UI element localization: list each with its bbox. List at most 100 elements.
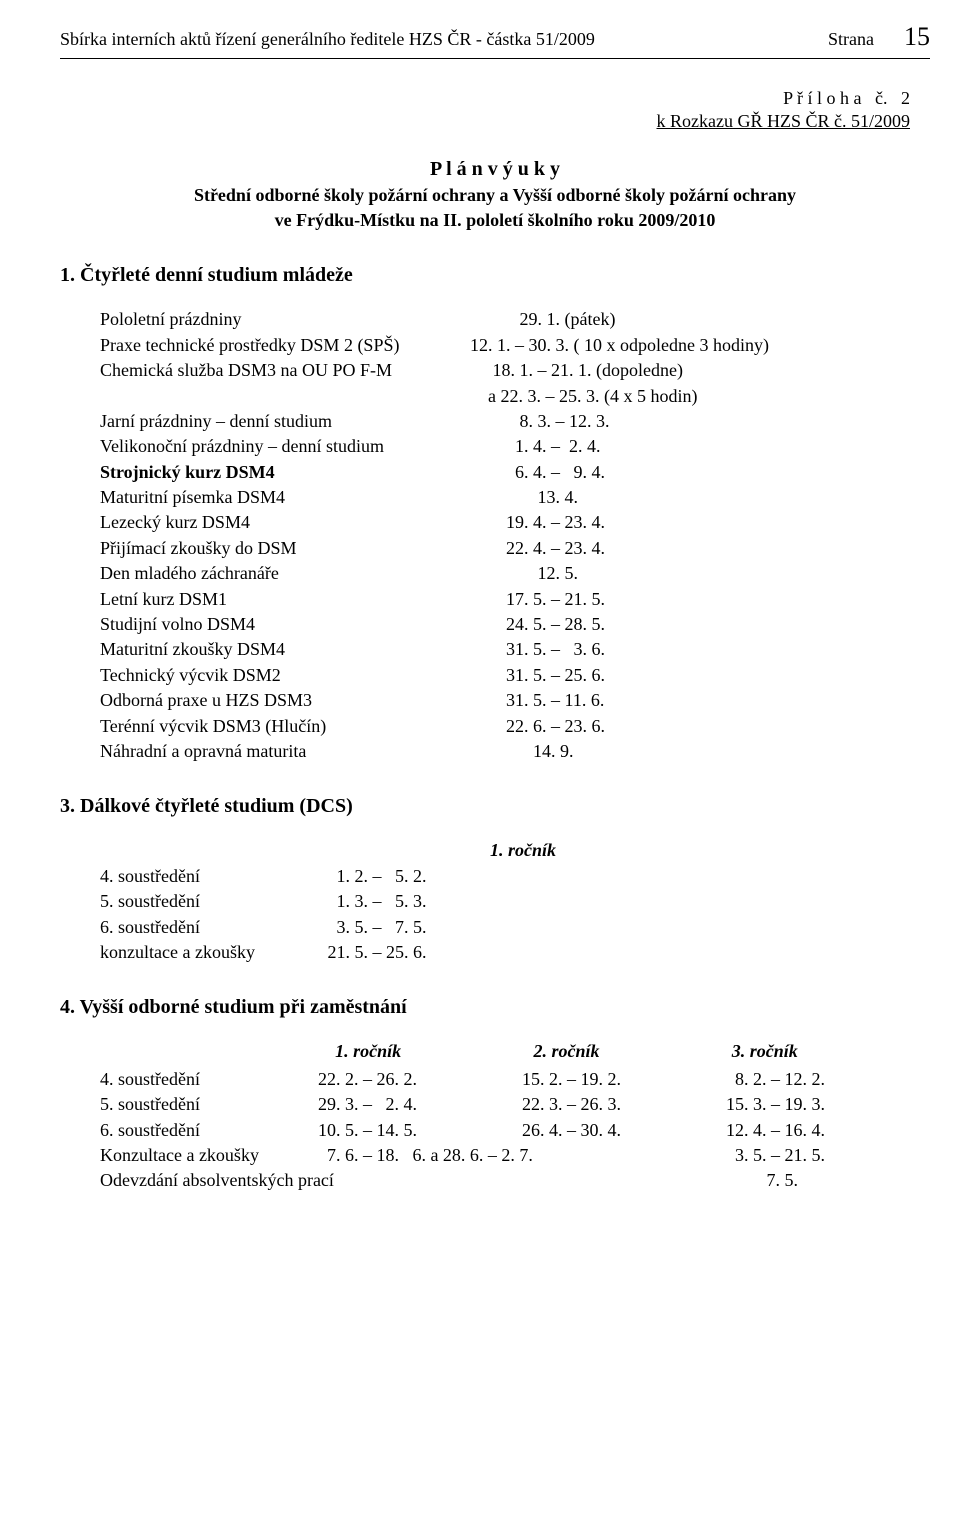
page: Sbírka interních aktů řízení generálního… [0,0,960,1527]
row-label: 6. soustředění [100,1119,318,1142]
th-col3: 3. ročník [732,1040,930,1063]
th-col2: 2. ročník [533,1040,731,1063]
list-item: Den mladého záchranáře 12. 5. [100,562,930,585]
item-label: Maturitní zkoušky DSM4 [100,638,470,661]
cell: 15. 3. – 19. 3. [726,1093,930,1116]
item-label: Chemická služba DSM3 na OU PO F-M [100,359,470,382]
section3-semester: 1. ročník [490,839,930,862]
item-value: 18. 1. – 21. 1. (dopoledne) [470,359,930,382]
list-item: Chemická služba DSM3 na OU PO F-M 18. 1.… [100,359,930,382]
item-value: 22. 6. – 23. 6. [470,715,930,738]
page-number: 15 [904,20,930,54]
item-label: Den mladého záchranáře [100,562,470,585]
item-value: 31. 5. – 3. 6. [470,638,930,661]
list-item: 5. soustředění 1. 3. – 5. 3. [100,890,930,913]
item-label: Studijní volno DSM4 [100,613,470,636]
annex-block: P ř í l o h a č. 2 k Rozkazu GŘ HZS ČR č… [60,87,910,134]
list-item: 6. soustředění 3. 5. – 7. 5. [100,916,930,939]
plan-title: P l á n v ý u k y [60,156,930,182]
item-value: 1. 4. – 2. 4. [470,435,930,458]
cell: 22. 3. – 26. 3. [522,1093,726,1116]
cell: 15. 2. – 19. 2. [522,1068,726,1091]
list-item: 4. soustředění 1. 2. – 5. 2. [100,865,930,888]
title-block: P l á n v ý u k y Střední odborné školy … [60,156,930,233]
item-label: Přijímací zkoušky do DSM [100,537,470,560]
list-item: Letní kurz DSM1 17. 5. – 21. 5. [100,588,930,611]
table-header-row: 1. ročník 2. ročník 3. ročník [100,1040,930,1063]
item-label: Terénní výcvik DSM3 (Hlučín) [100,715,470,738]
cell: 29. 3. – 2. 4. [318,1093,522,1116]
item-label: Pololetní prázdniny [100,308,470,331]
cell: 12. 4. – 16. 4. [726,1119,930,1142]
item-label: 5. soustředění [100,890,305,913]
title-line2: ve Frýdku-Místku na II. pololetí školníh… [60,209,930,232]
th-col1: 1. ročník [335,1040,533,1063]
table-row: 5. soustředění 29. 3. – 2. 4. 22. 3. – 2… [100,1093,930,1116]
item-label: Náhradní a opravná maturita [100,740,470,763]
item-value: 21. 5. – 25. 6. [305,941,930,964]
list-item: Maturitní písemka DSM4 13. 4. [100,486,930,509]
header-left: Sbírka interních aktů řízení generálního… [60,28,828,51]
list-item: Technický výcvik DSM2 31. 5. – 25. 6. [100,664,930,687]
list-item: konzultace a zkoušky 21. 5. – 25. 6. [100,941,930,964]
item-value: 12. 5. [470,562,930,585]
item-label: Maturitní písemka DSM4 [100,486,470,509]
item-value: 31. 5. – 11. 6. [470,689,930,712]
annex-line1: P ř í l o h a č. 2 [60,87,910,110]
item-label: 6. soustředění [100,916,305,939]
item-value: 3. 5. – 7. 5. [305,916,930,939]
list-item: Terénní výcvik DSM3 (Hlučín) 22. 6. – 23… [100,715,930,738]
list-item: Praxe technické prostředky DSM 2 (SPŠ)12… [100,334,930,357]
running-header: Sbírka interních aktů řízení generálního… [60,20,930,54]
header-rule [60,58,930,59]
annex-line2: k Rozkazu GŘ HZS ČR č. 51/2009 [60,110,910,133]
item-value: 17. 5. – 21. 5. [470,588,930,611]
cell: 8. 2. – 12. 2. [726,1068,930,1091]
list-item: Strojnický kurz DSM4 6. 4. – 9. 4. [100,461,930,484]
item-label: Strojnický kurz DSM4 [100,461,470,484]
table-row: Odevzdání absolventských prací 7. 5. [100,1169,930,1192]
section4-table: 1. ročník 2. ročník 3. ročník 4. soustře… [100,1040,930,1192]
cell-merged: 7. 6. – 18. 6. a 28. 6. – 2. 7. [318,1144,726,1167]
item-value: 31. 5. – 25. 6. [470,664,930,687]
cell: 7. 5. [726,1169,930,1192]
item-label [100,385,470,408]
item-label: Letní kurz DSM1 [100,588,470,611]
item-value: 22. 4. – 23. 4. [470,537,930,560]
item-value: 19. 4. – 23. 4. [470,511,930,534]
list-item: Studijní volno DSM4 24. 5. – 28. 5. [100,613,930,636]
title-line1: Střední odborné školy požární ochrany a … [60,184,930,207]
item-value: 12. 1. – 30. 3. ( 10 x odpoledne 3 hodin… [470,334,930,357]
item-label: Technický výcvik DSM2 [100,664,470,687]
item-label: Lezecký kurz DSM4 [100,511,470,534]
list-item: a 22. 3. – 25. 3. (4 x 5 hodin) [100,385,930,408]
list-item: Lezecký kurz DSM4 19. 4. – 23. 4. [100,511,930,534]
item-label: Odborná praxe u HZS DSM3 [100,689,470,712]
list-item: Přijímací zkoušky do DSM 22. 4. – 23. 4. [100,537,930,560]
table-row: 4. soustředění 22. 2. – 26. 2. 15. 2. – … [100,1068,930,1091]
table-row: 6. soustředění 10. 5. – 14. 5. 26. 4. – … [100,1119,930,1142]
item-value: 8. 3. – 12. 3. [470,410,930,433]
section3-list: 4. soustředění 1. 2. – 5. 2. 5. soustřed… [100,865,930,965]
item-label: 4. soustředění [100,865,305,888]
item-value: 1. 2. – 5. 2. [305,865,930,888]
item-label: Praxe technické prostředky DSM 2 (SPŠ) [100,334,470,357]
list-item: Náhradní a opravná maturita 14. 9. [100,740,930,763]
table-row: Konzultace a zkoušky 7. 6. – 18. 6. a 28… [100,1144,930,1167]
cell: 3. 5. – 21. 5. [726,1144,930,1167]
cell: 22. 2. – 26. 2. [318,1068,522,1091]
header-right: Strana [828,28,874,51]
list-item: Pololetní prázdniny 29. 1. (pátek) [100,308,930,331]
section1-heading: 1. Čtyřleté denní studium mládeže [60,262,930,288]
item-value: 13. 4. [470,486,930,509]
row-label: Konzultace a zkoušky [100,1144,318,1167]
list-item: Jarní prázdniny – denní studium 8. 3. – … [100,410,930,433]
section1-list: Pololetní prázdniny 29. 1. (pátek) Praxe… [100,308,930,763]
row-label: 5. soustředění [100,1093,318,1116]
list-item: Velikonoční prázdniny – denní studium 1.… [100,435,930,458]
item-label: Velikonoční prázdniny – denní studium [100,435,470,458]
item-value: 6. 4. – 9. 4. [470,461,930,484]
section4-heading: 4. Vyšší odborné studium při zaměstnání [60,994,930,1020]
item-value: 29. 1. (pátek) [470,308,930,331]
cell: 26. 4. – 30. 4. [522,1119,726,1142]
